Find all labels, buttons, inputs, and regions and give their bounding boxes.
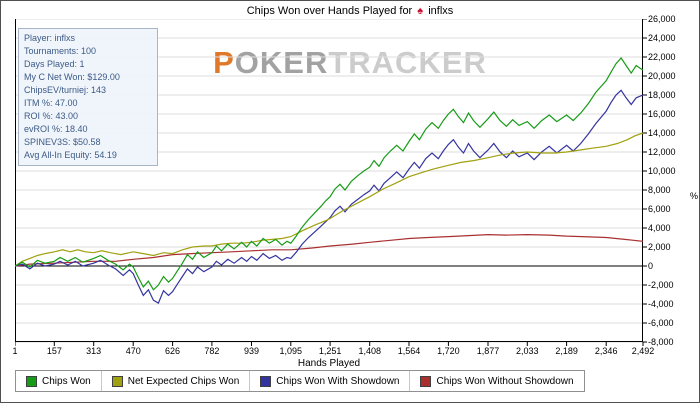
y-tick-label: -4,000 <box>648 299 674 309</box>
legend-item-without-showdown[interactable]: Chips Won Without Showdown <box>410 371 583 391</box>
legend-item-net-expected[interactable]: Net Expected Chips Won <box>102 371 251 391</box>
y-tick-label: 20,000 <box>648 71 676 81</box>
stat-line-chipsev: ChipsEV/turniej: 143 <box>24 85 107 95</box>
x-tick-label: 470 <box>125 346 141 356</box>
y-tick-label: 2,000 <box>648 242 671 252</box>
stat-line-player: Player: inflxs <box>24 33 76 43</box>
y-tick-label: 8,000 <box>648 185 671 195</box>
y-tick-label: 26,000 <box>648 14 676 24</box>
y-tick-label: 12,000 <box>648 147 676 157</box>
y-tick-label: -2,000 <box>648 280 674 290</box>
legend-label: Net Expected Chips Won <box>127 375 240 387</box>
legend-item-chips-won[interactable]: Chips Won <box>16 371 102 391</box>
stat-line-tournaments: Tournaments: 100 <box>24 46 97 56</box>
x-tick-label: 626 <box>165 346 181 356</box>
x-tick-label: 2,492 <box>631 346 655 356</box>
y-tick-label: 4,000 <box>648 223 671 233</box>
x-axis-title: Hands Played <box>297 358 361 369</box>
y-tick-label: 18,000 <box>648 90 676 100</box>
y-axis-labels: 26,000 24,000 22,000 20,000 18,000 16,000 14,0… <box>648 14 698 349</box>
legend-swatch <box>26 375 37 387</box>
stat-line-itm: ITM %: 47.00 <box>24 98 78 108</box>
x-axis-labels: 1 157 313 470 626 782 939 1,095 1,251 1,408 1,564 1… <box>12 346 654 358</box>
legend-swatch <box>111 375 123 387</box>
x-tick-label: 782 <box>204 346 220 356</box>
stat-line-evroi: evROI %: 18.40 <box>24 124 88 134</box>
stat-line-spinev: SPINEV3S: $50.58 <box>24 137 101 147</box>
x-tick-label: 2,033 <box>516 346 539 356</box>
y-axis-unit: % <box>690 191 699 201</box>
site-icon: ♠ <box>417 5 424 17</box>
stat-line-net-won: My C Net Won: $129.00 <box>24 72 120 82</box>
y-tick-label: 10,000 <box>648 166 676 176</box>
y-tick-label: 16,000 <box>648 109 676 119</box>
player-name: inflxs <box>428 5 454 17</box>
x-tick-label: 1,720 <box>437 346 460 356</box>
chart-title: Chips Won over Hands Played for ♠ inflxs <box>1 5 699 17</box>
x-tick-label: 1,564 <box>397 346 421 356</box>
y-tick-label: 0 <box>648 261 654 271</box>
x-tick-label: 1,877 <box>476 346 500 356</box>
x-tick-label: 2,189 <box>555 346 578 356</box>
legend-label: Chips Won <box>42 375 91 387</box>
y-tick-label: 6,000 <box>648 204 671 214</box>
legend-label: Chips Won Without Showdown <box>436 375 574 387</box>
x-tick-label: 157 <box>46 346 62 356</box>
x-tick-label: 1,095 <box>279 346 303 356</box>
y-tick-label: 24,000 <box>648 33 676 43</box>
y-tick-label: -8,000 <box>648 337 674 347</box>
stat-line-days-played: Days Played: 1 <box>24 59 85 69</box>
x-tick-label: 1 <box>12 346 18 356</box>
legend-item-with-showdown[interactable]: Chips Won With Showdown <box>250 371 411 391</box>
stat-line-allin-equity: Avg All-In Equity: 54.19 <box>24 150 117 160</box>
x-tick-label: 1,251 <box>318 346 342 356</box>
legend-label: Chips Won With Showdown <box>276 375 400 387</box>
x-tick-label: 939 <box>243 346 259 356</box>
x-tick-label: 313 <box>86 346 102 356</box>
x-tick-label: 1,408 <box>358 346 381 356</box>
legend-swatch <box>260 375 272 387</box>
y-tick-label: 14,000 <box>648 128 676 138</box>
stats-panel: Player: inflxs Tournaments: 100 Days Pla… <box>18 28 158 166</box>
legend-swatch <box>420 375 432 387</box>
x-tick-label: 2,346 <box>594 346 618 356</box>
legend: Chips Won Net Expected Chips Won Chips W… <box>15 370 585 392</box>
chart-title-text: Chips Won over Hands Played for <box>246 5 413 17</box>
y-tick-label: -6,000 <box>648 318 674 328</box>
y-tick-label: 22,000 <box>648 52 676 62</box>
stat-line-roi: ROI %: 43.00 <box>24 111 79 121</box>
